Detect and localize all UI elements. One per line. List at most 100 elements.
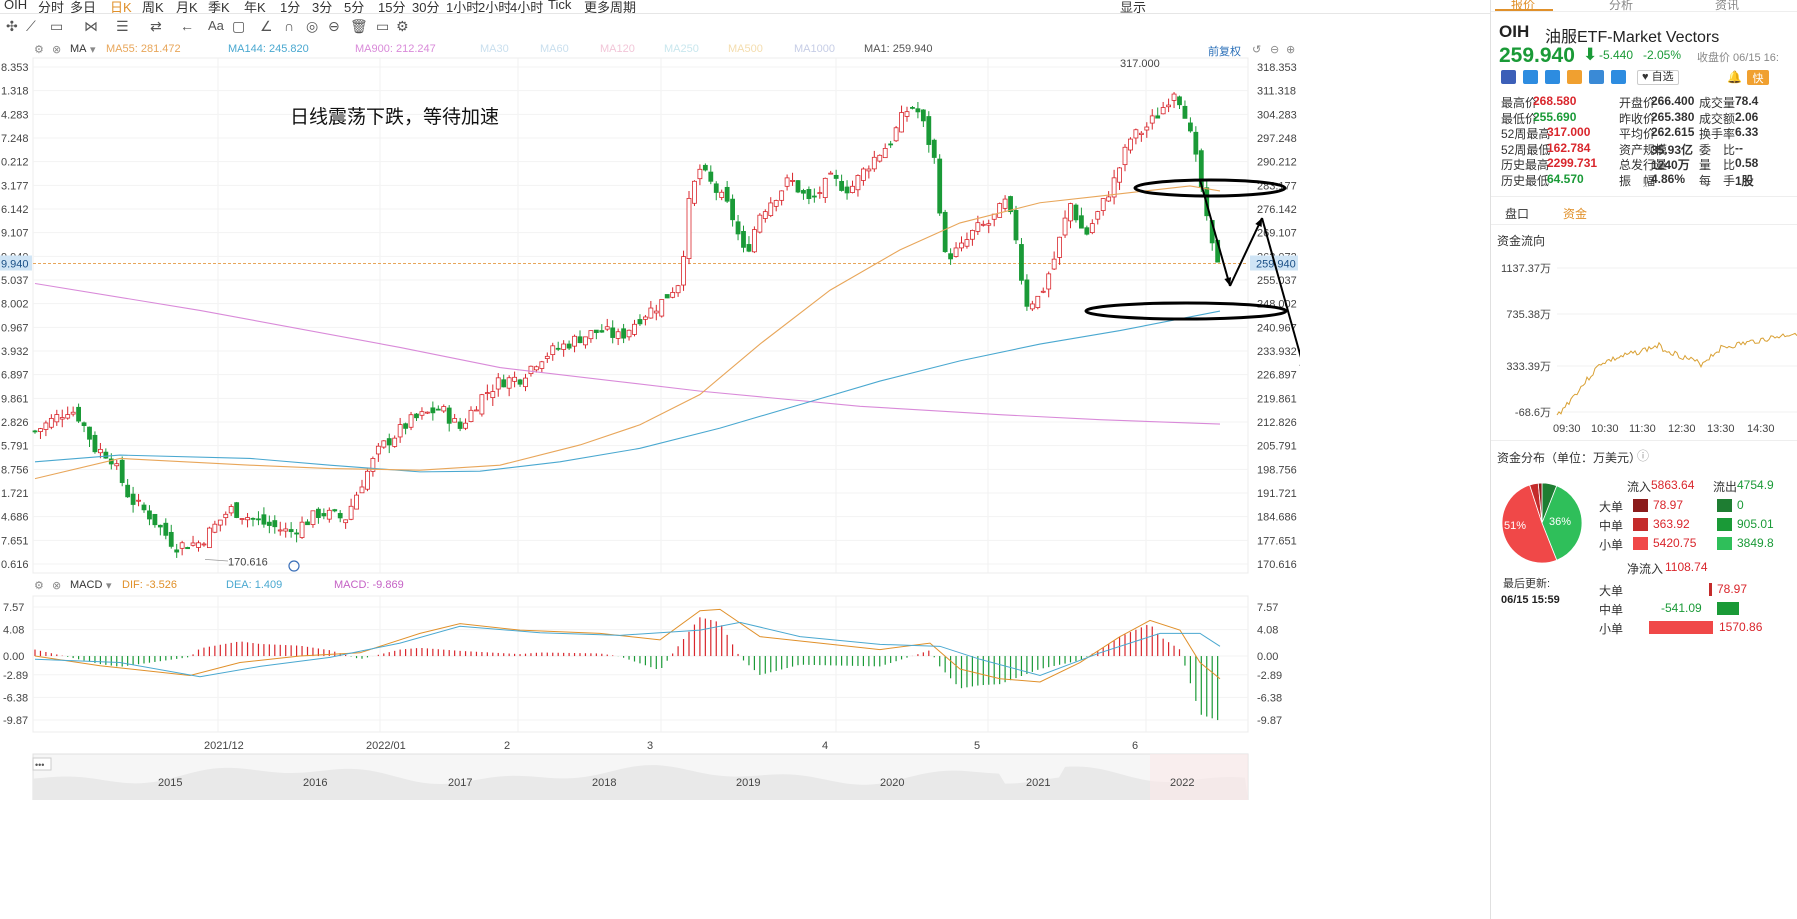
overview-selection[interactable] xyxy=(1150,754,1248,800)
comment-icon[interactable]: ▢ xyxy=(232,18,246,34)
indicator-name[interactable]: MA xyxy=(70,43,87,55)
candle-body xyxy=(1122,146,1128,166)
period-tab-1[interactable]: 分时 xyxy=(38,0,65,14)
candle-body xyxy=(1057,236,1062,258)
candle-body xyxy=(256,518,261,521)
tab-quote[interactable]: 报价 xyxy=(1511,0,1536,12)
net-value: 1570.86 xyxy=(1719,620,1763,634)
candle-body xyxy=(861,168,866,181)
candle-body xyxy=(490,391,496,399)
candle-body xyxy=(375,445,381,455)
period-tab-6[interactable]: 季K xyxy=(208,0,230,14)
eye-icon[interactable]: ◎ xyxy=(306,18,319,34)
overview-menu-button[interactable] xyxy=(32,757,52,771)
period-tab-12[interactable]: 30分 xyxy=(412,0,440,14)
brush-icon[interactable]: ∠ xyxy=(260,18,273,34)
lock-icon[interactable]: ⊖ xyxy=(328,18,340,34)
legend-settings-icon[interactable]: ⚙ xyxy=(34,44,44,56)
magnet-icon[interactable]: ∩ xyxy=(284,18,295,34)
candle-body xyxy=(185,547,191,550)
help-icon[interactable]: ⓘ xyxy=(1637,449,1650,463)
cursor-icon[interactable]: ✣ xyxy=(6,18,18,34)
zoom-out-icon[interactable]: ⊖ xyxy=(1270,44,1280,56)
chart-area[interactable]: ⚙ ⊗ MA ▾ MA55: 281.472 MA144: 245.820 MA… xyxy=(0,40,1490,915)
watchlist-button[interactable]: ♥ 自选 xyxy=(1637,70,1679,85)
display-menu[interactable]: 显示 xyxy=(1120,0,1147,14)
chart-badge-icon[interactable] xyxy=(1567,70,1582,84)
event-marker-icon[interactable] xyxy=(288,560,300,572)
adjust-button[interactable]: 前复权 xyxy=(1208,46,1241,58)
tag-icon[interactable] xyxy=(1589,70,1604,84)
bell-icon[interactable]: 🔔 xyxy=(1727,70,1742,84)
period-tab-13[interactable]: 1小时 xyxy=(446,0,480,14)
more-icon[interactable]: ••• xyxy=(35,760,44,770)
period-tab-16[interactable]: Tick xyxy=(548,0,572,12)
arrow-tool-icon[interactable]: ⇄ xyxy=(150,18,162,34)
period-tab-17[interactable]: 更多周期 xyxy=(584,0,637,14)
fib-tool-icon[interactable]: ⋈ xyxy=(84,18,98,34)
tab-analysis[interactable]: 分析 xyxy=(1609,0,1634,12)
legend-close-icon[interactable]: ⊗ xyxy=(52,44,62,56)
candle-body xyxy=(566,343,572,349)
collapse-icon[interactable]: ⌃ xyxy=(1641,184,1650,195)
candle-body xyxy=(882,148,888,159)
flag-icon[interactable] xyxy=(1611,70,1626,84)
text-tool-icon[interactable]: ☰ xyxy=(116,18,129,34)
candle-body xyxy=(1138,132,1144,135)
tab-news[interactable]: 资讯 xyxy=(1715,0,1740,12)
period-tab-10[interactable]: 5分 xyxy=(344,0,365,14)
quote-value: 265.380 xyxy=(1651,109,1695,124)
candle-body xyxy=(773,200,779,207)
candle-body xyxy=(163,522,169,536)
candle-body xyxy=(975,222,981,232)
candlestick-chart[interactable]: 318.353 8.353 311.318 1.318 304.283 4.283 297.… xyxy=(0,40,1300,800)
candle-body xyxy=(893,127,899,142)
settings-icon[interactable]: ⚙ xyxy=(396,18,409,34)
period-tab-9[interactable]: 3分 xyxy=(312,0,333,14)
candle-body xyxy=(637,319,643,325)
ma55-line xyxy=(34,185,1221,480)
quote-label: 历史最高 xyxy=(1501,158,1550,173)
layout-icon[interactable]: ▭ xyxy=(376,18,390,34)
legend-ma120: MA120 xyxy=(600,43,635,55)
quote-value: 0.58 xyxy=(1735,156,1759,171)
macd-close-icon[interactable]: ⊗ xyxy=(52,580,62,592)
price-tick-left: 0.967 xyxy=(1,322,29,334)
quote-value: 2299.731 xyxy=(1547,156,1598,171)
period-tab-11[interactable]: 15分 xyxy=(378,0,406,14)
flow-title: 资金流向 xyxy=(1497,234,1546,248)
chevron-down-icon[interactable]: ▾ xyxy=(106,580,112,592)
tab-orderbook[interactable]: 盘口 xyxy=(1505,207,1530,221)
period-tab-7[interactable]: 年K xyxy=(244,0,266,14)
period-tab-2[interactable]: 多日 xyxy=(70,0,97,14)
dollar-icon[interactable] xyxy=(1545,70,1560,84)
candle-body xyxy=(457,421,463,429)
legend-ma1: MA1: 259.940 xyxy=(864,43,933,55)
period-tab-0[interactable]: OIH xyxy=(4,0,28,12)
candle-body xyxy=(424,411,430,414)
chevron-down-icon[interactable]: ▾ xyxy=(90,44,96,56)
line-tool-icon[interactable]: ⟋ xyxy=(26,18,36,34)
period-tab-4[interactable]: 周K xyxy=(142,0,164,14)
macd-settings-icon[interactable]: ⚙ xyxy=(34,580,44,592)
tab-funds[interactable]: 资金 xyxy=(1563,207,1588,221)
drawn-arrow-down-head xyxy=(1224,277,1232,286)
dist-in-swatch xyxy=(1633,518,1648,531)
period-tab-3[interactable]: 日K xyxy=(110,0,132,14)
period-tab-8[interactable]: 1分 xyxy=(280,0,301,14)
rect-tool-icon[interactable]: ▭ xyxy=(50,18,64,34)
period-tab-15[interactable]: 4小时 xyxy=(510,0,544,14)
candle-body xyxy=(474,409,479,412)
reset-icon[interactable]: ↺ xyxy=(1252,44,1262,56)
lightning-icon[interactable] xyxy=(1523,70,1538,84)
trash-icon[interactable]: 🗑 xyxy=(350,18,368,34)
candle-body xyxy=(719,191,725,198)
fast-trade-button[interactable]: 快 xyxy=(1747,70,1769,85)
undo-icon[interactable]: ← xyxy=(180,18,194,34)
text-style-icon[interactable]: Aa xyxy=(208,18,224,33)
period-tab-14[interactable]: 2小时 xyxy=(478,0,512,14)
macd-name[interactable]: MACD xyxy=(70,579,103,591)
period-tab-5[interactable]: 月K xyxy=(176,0,198,14)
zoom-in-icon[interactable]: ⊕ xyxy=(1286,44,1296,56)
